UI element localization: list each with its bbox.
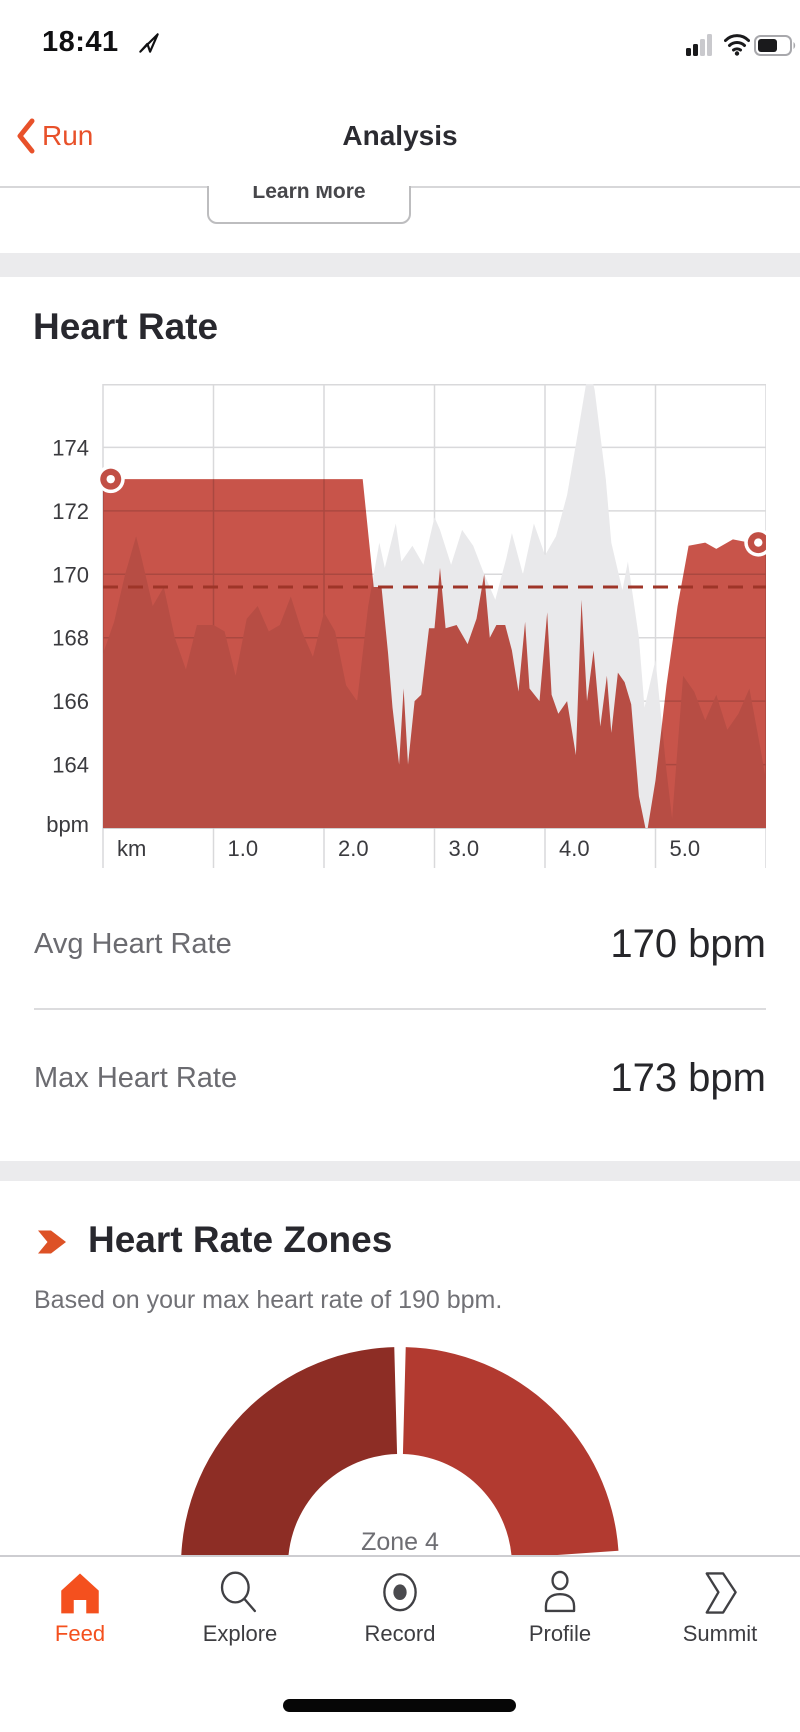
y-tick-label: 166 — [52, 689, 89, 714]
wifi-icon — [724, 33, 750, 57]
tab-record[interactable]: Record — [320, 1557, 480, 1732]
y-tick-label: 164 — [52, 753, 89, 778]
x-tick-label: 1.0 — [228, 836, 259, 861]
record-icon — [375, 1568, 425, 1618]
y-axis-unit: bpm — [46, 812, 89, 837]
back-button[interactable]: Run — [16, 118, 93, 154]
y-tick-label: 170 — [52, 562, 89, 587]
nav-bar: 18:41 — [0, 0, 800, 186]
location-arrow-icon — [136, 30, 162, 56]
avg-heart-rate-value: 170 bpm — [610, 922, 766, 966]
x-tick-label: 5.0 — [670, 836, 701, 861]
page-title: Analysis — [342, 120, 458, 151]
y-tick-label: 174 — [52, 435, 89, 460]
donut-segment-zone-4[interactable] — [402, 1347, 619, 1555]
home-icon — [55, 1568, 105, 1618]
tab-label: Summit — [682, 1621, 758, 1646]
profile-icon — [535, 1568, 585, 1618]
battery-icon — [754, 35, 798, 56]
avg-heart-rate-label: Avg Heart Rate — [34, 928, 232, 960]
section-chevron-icon — [36, 1228, 68, 1256]
back-chevron-icon — [16, 118, 36, 154]
x-tick-label: 2.0 — [338, 836, 369, 861]
section-separator — [0, 253, 800, 277]
search-icon — [215, 1568, 265, 1618]
max-heart-rate-label: Max Heart Rate — [34, 1062, 238, 1094]
summit-icon — [695, 1568, 745, 1618]
donut-segment-zone-left[interactable] — [181, 1347, 398, 1555]
tab-summit[interactable]: Summit — [640, 1557, 800, 1732]
stat-row-divider — [34, 1008, 766, 1010]
home-indicator[interactable] — [283, 1699, 516, 1712]
end-marker — [754, 538, 763, 547]
tab-label: Feed — [54, 1621, 106, 1646]
section-separator — [0, 1161, 800, 1181]
heart-rate-area — [103, 479, 766, 828]
back-label: Run — [42, 120, 94, 151]
tab-label: Profile — [528, 1621, 592, 1646]
x-tick-label: 3.0 — [449, 836, 480, 861]
heart-rate-chart[interactable]: 174 172 170 168 166 164 bpm km 1.0 2.0 3.0 4.0 5.0 — [34, 384, 766, 868]
heart-rate-zones-donut[interactable] — [166, 1347, 634, 1555]
status-time: 18:41 — [42, 26, 119, 58]
zone-label: Zone 4 — [361, 1528, 439, 1556]
tab-label: Record — [364, 1621, 436, 1646]
tab-label: Explore — [202, 1621, 278, 1646]
tab-feed[interactable]: Feed — [0, 1557, 160, 1732]
start-marker — [106, 474, 115, 484]
cellular-signal-icon — [686, 34, 716, 57]
x-tick-label: km — [117, 836, 146, 861]
max-heart-rate-value: 173 bpm — [610, 1056, 766, 1100]
x-tick-label: 4.0 — [559, 836, 590, 861]
y-tick-label: 172 — [52, 499, 89, 524]
tab-profile[interactable]: Profile — [480, 1557, 640, 1732]
zones-subtitle: Based on your max heart rate of 190 bpm. — [34, 1286, 503, 1314]
heart-rate-zones-title: Heart Rate Zones — [88, 1219, 393, 1260]
y-tick-label: 168 — [52, 626, 89, 651]
heart-rate-title: Heart Rate — [33, 306, 219, 347]
tab-explore[interactable]: Explore — [160, 1557, 320, 1732]
